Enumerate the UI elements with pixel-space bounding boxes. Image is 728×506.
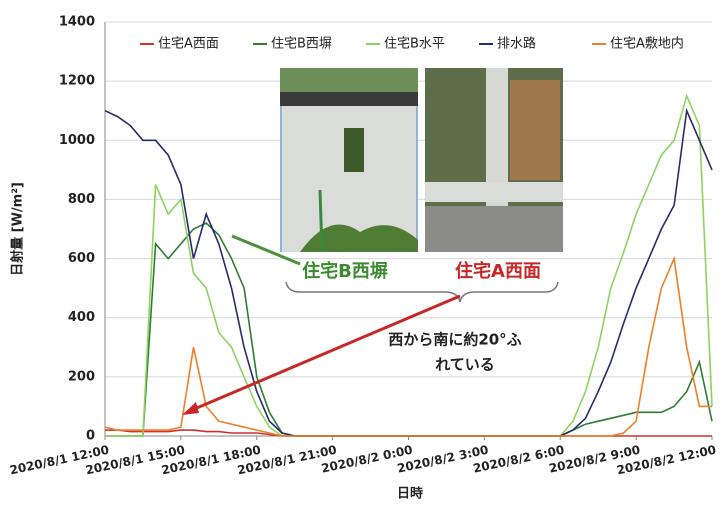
y-tick-label: 400 xyxy=(68,310,95,325)
annotation: 西から南に約20°ふ xyxy=(388,331,521,349)
series-line xyxy=(104,255,712,437)
y-tick-label: 600 xyxy=(68,251,95,266)
legend-label: 住宅B西塀 xyxy=(271,37,332,52)
annotation: 住宅B西塀 xyxy=(302,260,388,282)
photo-left xyxy=(280,68,418,253)
y-tick-label: 1400 xyxy=(59,15,95,30)
x-axis-label: 日時 xyxy=(397,486,423,502)
legend-label: 住宅A西面 xyxy=(158,37,219,52)
y-tick-label: 200 xyxy=(68,369,95,384)
y-tick-label: 1000 xyxy=(59,133,95,148)
pointer-line xyxy=(231,234,301,266)
legend-label: 住宅B水平 xyxy=(384,37,445,52)
bracket xyxy=(285,281,559,303)
annotation: 住宅A西面 xyxy=(455,260,541,282)
y-axis-label: 日射量 [W/m²] xyxy=(10,182,26,276)
arrow-head xyxy=(182,402,199,415)
y-tick-label: 800 xyxy=(68,192,95,207)
y-tick-label: 1200 xyxy=(59,74,95,89)
y-tick-label: 0 xyxy=(86,429,95,444)
arrow xyxy=(191,294,461,412)
annotation: れている xyxy=(435,356,495,374)
legend-label: 住宅A敷地内 xyxy=(610,36,684,52)
photo-right xyxy=(425,68,563,252)
legend: 住宅A西面 住宅B西塀 住宅B水平 排水路 住宅A敷地内 xyxy=(140,36,684,52)
lines xyxy=(104,93,713,437)
legend-label: 排水路 xyxy=(497,36,536,52)
